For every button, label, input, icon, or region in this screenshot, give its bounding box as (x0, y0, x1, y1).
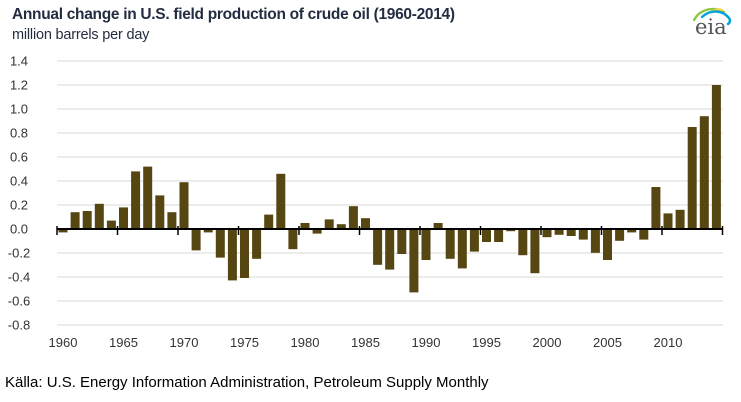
y-axis-label: 0.2 (10, 198, 28, 213)
y-axis-label: -0.2 (8, 246, 30, 261)
chart-title: Annual change in U.S. field production o… (12, 6, 455, 23)
bar-2012 (687, 127, 697, 229)
y-axis-label: 0.8 (10, 126, 28, 141)
y-axis-label: -0.4 (8, 270, 30, 285)
bar-2003 (578, 230, 588, 240)
y-axis-label: -0.8 (8, 318, 30, 333)
bar-1974 (227, 230, 237, 281)
bar-1996 (494, 230, 504, 242)
bar-1970 (179, 182, 189, 229)
x-axis-label: 1990 (412, 335, 441, 350)
bar-2001 (554, 230, 564, 235)
eia-logo: eia (692, 7, 732, 39)
bar-1992 (445, 230, 455, 259)
bar-2013 (699, 116, 709, 229)
x-axis-label: 1970 (170, 335, 199, 350)
x-axis-line (57, 228, 723, 230)
bar-1971 (191, 230, 201, 251)
x-axis-label: 1965 (109, 335, 138, 350)
y-axis-label: 1.2 (10, 78, 28, 93)
x-axis-label: 1980 (291, 335, 320, 350)
x-axis-label: 2010 (654, 335, 683, 350)
bar-2006 (615, 230, 625, 241)
eia-logo-blue-swoosh (700, 10, 732, 26)
y-axis-label: 1.4 (10, 55, 28, 69)
bar-1982 (324, 219, 334, 229)
bar-2002 (566, 230, 576, 236)
bar-2009 (651, 187, 661, 229)
bar-1967 (143, 166, 153, 229)
bar-1983 (336, 224, 346, 229)
bar-1991 (433, 223, 443, 229)
bar-2005 (603, 230, 612, 260)
bar-1964 (106, 220, 116, 229)
eia-logo-text: eia (695, 15, 727, 39)
bar-1961 (70, 212, 80, 229)
bar-1977 (264, 214, 274, 229)
x-axis-label: 2000 (533, 335, 562, 350)
bar-1965 (119, 207, 128, 229)
bar-2000 (542, 230, 552, 238)
x-axis-label: 1995 (472, 335, 501, 350)
bar-1981 (312, 230, 322, 234)
source-text: Källa: U.S. Energy Information Administr… (5, 374, 489, 391)
bar-2014 (711, 85, 721, 229)
bar-1973 (215, 230, 225, 258)
bar-1989 (409, 230, 419, 293)
x-axis-label: 2005 (593, 335, 622, 350)
bar-1997 (506, 230, 516, 232)
bar-chart-canvas: 1.4 1.2 1.0 0.8 0.6 0.4 0.2 0.0 -0.2 -0.4 -0.6 -0.8… (8, 55, 724, 350)
y-axis-label: 1.0 (10, 102, 28, 117)
bar-1987 (385, 230, 395, 270)
bar-1995 (482, 230, 491, 242)
bar-1966 (131, 171, 141, 229)
bar-1975 (240, 230, 249, 278)
bar-1999 (530, 230, 540, 274)
bar-1962 (82, 211, 92, 229)
bar-1969 (167, 212, 177, 229)
bar-1980 (300, 223, 310, 229)
bar-1978 (276, 173, 286, 229)
bar-1960 (58, 230, 68, 233)
chart-unit-label: million barrels per day (12, 27, 150, 43)
bar-1963 (94, 203, 104, 229)
bar-1976 (252, 230, 262, 259)
bar-1979 (288, 230, 298, 250)
bar-1998 (518, 230, 528, 256)
x-axis-label: 1975 (230, 335, 259, 350)
bar-1984 (348, 206, 358, 229)
bar-1968 (155, 195, 165, 229)
x-axis-label: 1960 (49, 335, 78, 350)
x-axis-label: 1985 (351, 335, 380, 350)
bar-2011 (675, 209, 685, 229)
bar-2004 (590, 230, 600, 253)
bar-1985 (361, 218, 370, 229)
bar-1990 (421, 230, 431, 260)
bar-2008 (639, 230, 649, 240)
y-axis-label: 0.6 (10, 150, 28, 165)
bar-1986 (373, 230, 383, 265)
bar-1993 (457, 230, 467, 269)
bar-2007 (627, 230, 637, 233)
bar-1972 (203, 230, 213, 233)
bar-1994 (469, 230, 479, 252)
bar-1988 (397, 230, 407, 254)
y-axis-label: 0.4 (10, 174, 28, 189)
bar-2010 (663, 213, 673, 229)
y-axis-label: 0.0 (10, 222, 28, 237)
y-axis-label: -0.6 (8, 294, 30, 309)
